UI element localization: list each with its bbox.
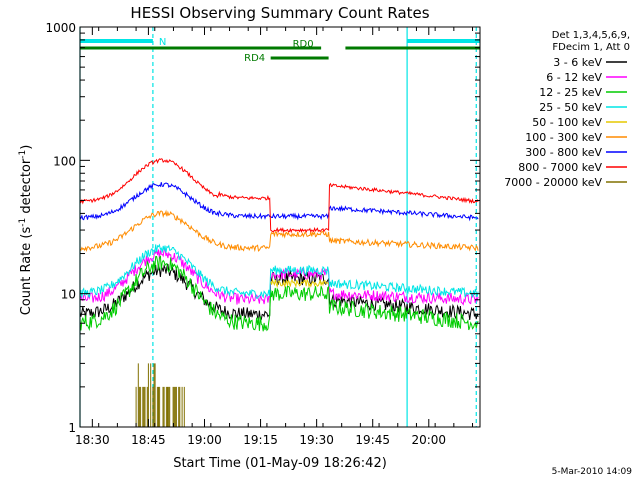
series-line xyxy=(79,255,479,332)
legend-label: 12 - 25 keV xyxy=(539,86,602,99)
legend-label: 50 - 100 keV xyxy=(532,116,602,129)
rd0-flag-label: RD0 xyxy=(293,39,314,50)
plot-frame xyxy=(79,26,481,428)
night-flag-label: N xyxy=(159,37,166,48)
chart-title: HESSI Observing Summary Count Rates xyxy=(130,4,429,22)
legend-label: 800 - 7000 keV xyxy=(518,161,602,174)
legend-header: FDecim 1, Att 0 xyxy=(552,42,630,53)
x-tick-label: 19:00 xyxy=(187,433,222,447)
y-tick-label: 100 xyxy=(53,154,76,168)
legend-label: 100 - 300 keV xyxy=(525,131,602,144)
y-axis-ticks: 1 10 100 1000 xyxy=(45,21,480,435)
series-line xyxy=(270,278,330,289)
x-tick-label: 18:45 xyxy=(131,433,166,447)
plot-area: N RD0 RD4 xyxy=(79,26,481,428)
legend-label: 3 - 6 keV xyxy=(553,56,602,69)
y-tick-label: 10 xyxy=(61,288,76,302)
spike-series xyxy=(135,363,185,427)
legend-label: 25 - 50 keV xyxy=(539,101,602,114)
x-tick-label: 19:45 xyxy=(355,433,390,447)
x-tick-label: 19:15 xyxy=(243,433,278,447)
series-line xyxy=(79,209,479,253)
legend-label: 6 - 12 keV xyxy=(546,71,602,84)
legend: Det 1,3,4,5,6,9,FDecim 1, Att 0 3 - 6 keV… xyxy=(504,30,630,189)
x-tick-label: 20:00 xyxy=(411,433,446,447)
series-line xyxy=(79,243,479,299)
x-tick-label: 18:30 xyxy=(75,433,110,447)
series-line xyxy=(79,247,479,306)
x-tick-label: 19:30 xyxy=(299,433,334,447)
rd4-flag-label: RD4 xyxy=(244,53,265,64)
x-axis-ticks: 18:30 18:45 19:00 19:15 19:30 19:45 20:00 xyxy=(75,27,474,447)
y-tick-label: 1 xyxy=(68,421,76,435)
legend-label: 300 - 800 keV xyxy=(525,146,602,159)
series-line xyxy=(79,263,479,323)
y-tick-label: 1000 xyxy=(45,21,76,35)
date-stamp: 5-Mar-2010 14:09 xyxy=(552,467,633,477)
x-axis-label: Start Time (01-May-09 18:26:42) xyxy=(173,456,387,471)
legend-label: 7000 - 20000 keV xyxy=(504,176,602,189)
legend-header: Det 1,3,4,5,6,9, xyxy=(552,30,630,41)
series-line xyxy=(79,182,479,222)
series-line xyxy=(79,158,479,234)
y-axis-label: Count Rate (s-1 detector-1) xyxy=(18,145,34,316)
